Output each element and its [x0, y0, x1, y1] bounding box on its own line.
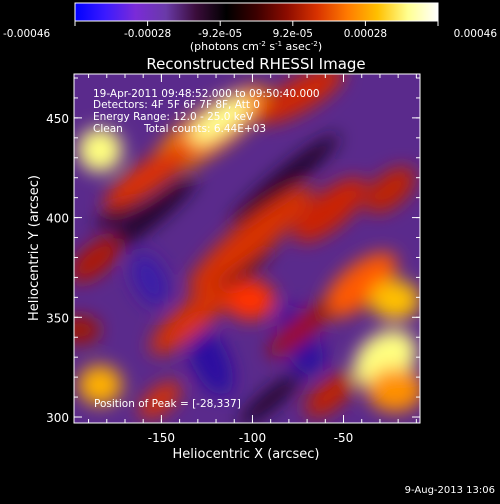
colorbar-tick-label: 0.00046	[454, 28, 498, 40]
colorbar	[74, 2, 439, 22]
colorbar-tick-label: 9.2e-05	[273, 28, 313, 40]
heatmap-blob	[238, 373, 302, 423]
colorbar-tick-label: -0.00028	[124, 28, 171, 40]
y-axis-label: Heliocentric Y (arcsec)	[27, 175, 42, 321]
annotation-time: 19-Apr-2011 09:48:52.000 to 09:50:40.000	[93, 88, 320, 100]
colorbar-tick-label: 0.00028	[344, 28, 387, 40]
heatmap-blob	[364, 167, 416, 213]
heatmap-image	[74, 74, 420, 423]
plot-frame	[73, 73, 421, 424]
annotation-detectors: Detectors: 4F 5F 6F 7F 8F, Att 0	[93, 99, 260, 111]
heatmap-blob	[323, 252, 397, 318]
heatmap-blob	[74, 316, 100, 344]
colorbar-ticks: -0.00046 -0.00028 -9.2e-05 9.2e-05 0.00028 0.…	[3, 21, 497, 40]
heatmap-blob	[305, 372, 355, 418]
heatmap-blob	[293, 177, 367, 243]
heatmap-blob	[370, 280, 420, 320]
annotation-block: 19-Apr-2011 09:48:52.000 to 09:50:40.000…	[93, 88, 320, 410]
heatmap-blob	[225, 280, 275, 320]
heatmap-blob	[268, 302, 332, 358]
heatmap-blob	[187, 324, 233, 396]
heatmap-blob	[103, 175, 197, 255]
footer-date: 9-Aug-2013 13:06	[405, 485, 495, 496]
x-axis: -150 -100 -50	[88, 74, 417, 445]
y-tick-label: 300	[46, 411, 69, 425]
y-tick-label: 450	[46, 112, 69, 126]
annotation-clean: Clean	[93, 123, 123, 135]
heatmap-blob	[190, 96, 250, 144]
annotation-peak: Position of Peak = [-28,337]	[94, 398, 241, 410]
colorbar-unit-label: (photons cm-2 s-1 asec-2)	[190, 40, 322, 53]
heatmap-blob	[367, 368, 420, 412]
heatmap-blob	[78, 365, 122, 405]
heatmap-blob	[150, 285, 230, 355]
y-axis: 300 350 400 450	[46, 77, 420, 425]
heatmap-blob	[187, 186, 313, 294]
heatmap-blob	[74, 237, 120, 283]
y-tick-label: 400	[46, 212, 69, 226]
x-axis-label: Heliocentric X (arcsec)	[173, 447, 320, 462]
annotation-counts: Total counts: 6.44E+03	[143, 123, 266, 135]
x-tick-label: -150	[148, 431, 175, 445]
heatmap-blob	[131, 253, 169, 307]
colorbar-tick-label: -9.2e-05	[198, 28, 242, 40]
y-tick-label: 350	[46, 311, 69, 325]
x-tick-label: -50	[334, 431, 354, 445]
heatmap-blob	[139, 381, 181, 419]
heatmap-blob	[255, 74, 345, 124]
heatmap-blob	[230, 134, 340, 226]
x-tick-label: -100	[239, 431, 266, 445]
heatmap-blob	[104, 141, 196, 209]
annotation-energy: Energy Range: 12.0 - 25.0 keV	[93, 111, 254, 123]
heatmap-blob	[78, 128, 122, 172]
colorbar-tick-label: -0.00046	[3, 28, 51, 40]
chart-title: Reconstructed RHESSI Image	[146, 55, 365, 73]
